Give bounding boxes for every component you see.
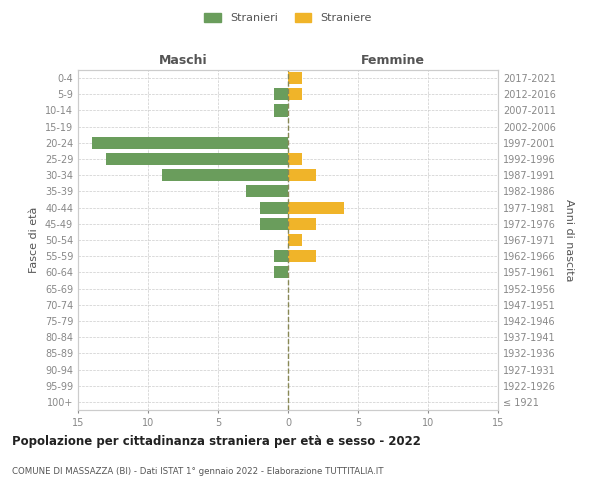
Bar <box>92 137 288 149</box>
Bar <box>274 250 288 262</box>
Bar <box>288 169 316 181</box>
Y-axis label: Anni di nascita: Anni di nascita <box>564 198 574 281</box>
Text: Popolazione per cittadinanza straniera per età e sesso - 2022: Popolazione per cittadinanza straniera p… <box>12 435 421 448</box>
Bar <box>260 218 288 230</box>
Bar <box>260 202 288 213</box>
Bar <box>288 218 316 230</box>
Bar <box>246 186 288 198</box>
Legend: Stranieri, Straniere: Stranieri, Straniere <box>200 8 376 28</box>
Bar <box>106 153 288 165</box>
Text: Maschi: Maschi <box>158 54 208 67</box>
Y-axis label: Fasce di età: Fasce di età <box>29 207 39 273</box>
Bar <box>274 104 288 117</box>
Text: Femmine: Femmine <box>361 54 425 67</box>
Bar <box>288 250 316 262</box>
Bar <box>288 88 302 101</box>
Bar <box>288 153 302 165</box>
Bar <box>274 88 288 101</box>
Text: COMUNE DI MASSAZZA (BI) - Dati ISTAT 1° gennaio 2022 - Elaborazione TUTTITALIA.I: COMUNE DI MASSAZZA (BI) - Dati ISTAT 1° … <box>12 468 383 476</box>
Bar <box>274 266 288 278</box>
Bar <box>288 234 302 246</box>
Bar <box>162 169 288 181</box>
Bar <box>288 202 344 213</box>
Bar <box>288 72 302 84</box>
